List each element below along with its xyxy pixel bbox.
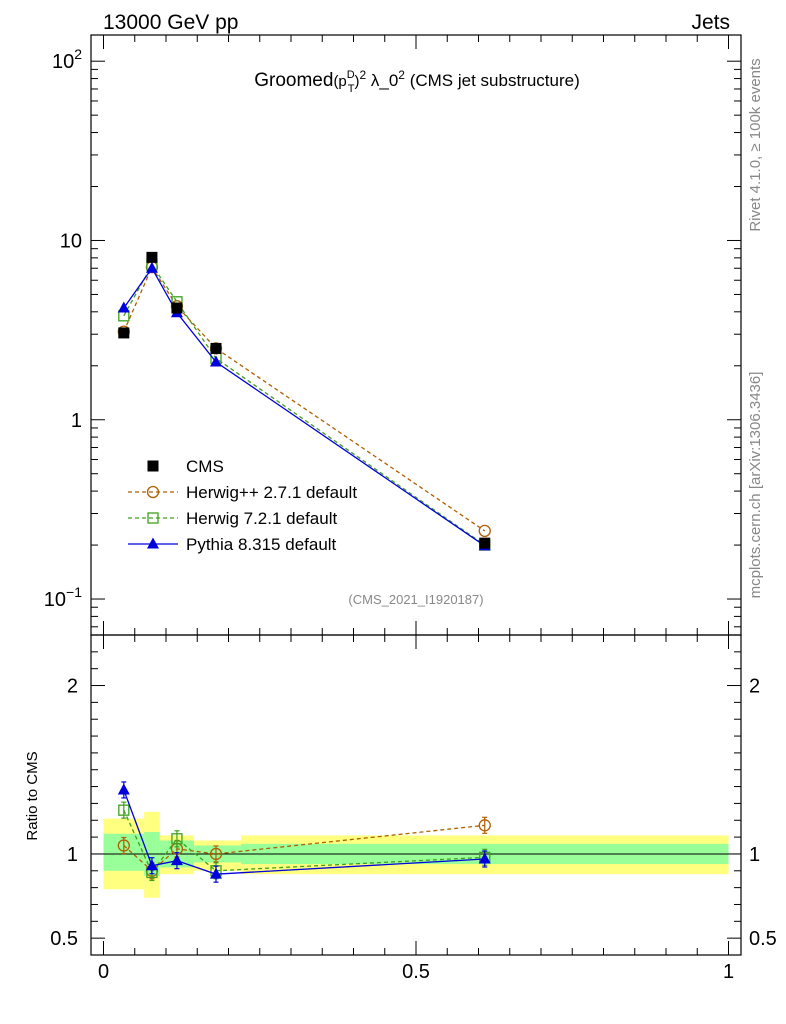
point-main-pythia-0 (117, 301, 130, 313)
title-sup-d: D (347, 69, 355, 81)
ytick-label-main-0: 10−1 (44, 584, 82, 611)
point-ratio-herwigpp-0 (117, 839, 130, 852)
line-ratio-herwig7 (123, 809, 485, 874)
legend-label-herwigpp: Herwig++ 2.7.1 default (186, 483, 357, 502)
analysis-id-label: (CMS_2021_I1920187) (348, 592, 483, 607)
title-middle: λ_0 (366, 71, 398, 90)
point-ratio-herwig7-2 (171, 833, 183, 845)
point-ratio-herwigpp-3 (209, 847, 223, 861)
legend-label-cms: CMS (186, 457, 224, 476)
title-suffix: (CMS jet substructure) (405, 71, 580, 90)
title-sup-2b: 2 (398, 68, 405, 82)
xtick-label-2: 1 (723, 961, 734, 983)
point-main-cms-3 (210, 342, 222, 354)
point-ratio-pythia-1 (145, 859, 158, 871)
ytick-label-ratio-right-0: 0.5 (749, 928, 777, 950)
series-group (117, 251, 491, 883)
ytick-base: 1 (71, 410, 82, 432)
point-main-pythia-3 (210, 355, 222, 367)
title-sub-t: T (348, 83, 355, 95)
ytick-label-main-1: 1 (71, 410, 82, 432)
title-sup-2: 2 (359, 68, 366, 82)
ratio-axis-label: Ratio to CMS (24, 751, 41, 840)
ytick-base: 10 (52, 51, 74, 73)
point-main-cms-1 (146, 251, 158, 263)
header-energy-label: 13000 GeV pp (103, 11, 238, 34)
ytick-label-main-2: 10 (60, 230, 82, 252)
ytick-label-ratio-left-0: 0.5 (50, 928, 78, 950)
ytick-base: 10 (44, 589, 66, 611)
plot-title: Groomed(pD T)2 λ_02 (CMS jet substructure… (254, 68, 580, 95)
point-main-cms-0 (118, 327, 130, 339)
line-main-herwigpp (123, 265, 486, 532)
rivet-version-label: Rivet 4.1.0, ≥ 100k events (747, 58, 764, 231)
ratio-panel-frame (90, 634, 742, 956)
point-ratio-pythia-3 (210, 867, 222, 879)
legend-marker-pythia (147, 537, 159, 549)
header-jets-label: Jets (691, 11, 730, 34)
ytick-base: 10 (60, 230, 82, 252)
title-prefix: Groomed (254, 70, 333, 91)
ytick-label-ratio-left-1: 1 (67, 844, 78, 866)
point-main-pythia-1 (145, 261, 158, 273)
point-main-cms-4 (479, 537, 491, 549)
point-ratio-pythia-2 (170, 854, 183, 866)
point-main-cms-2 (171, 302, 183, 314)
point-ratio-herwigpp-4 (478, 819, 491, 832)
title-close: ) (354, 73, 359, 90)
legend-label-pythia: Pythia 8.315 default (186, 535, 337, 554)
legend-marker-herwigpp (146, 485, 160, 499)
point-ratio-herwig7-0 (118, 804, 130, 816)
legend-marker-cms (147, 460, 159, 472)
ytick-label-main-3: 102 (52, 46, 82, 73)
ytick-exponent: 2 (74, 46, 82, 62)
ytick-label-ratio-left-2: 2 (67, 676, 78, 698)
legend-label-herwig7: Herwig 7.2.1 default (186, 509, 337, 528)
point-ratio-pythia-4 (478, 852, 491, 864)
xtick-label-1: 0.5 (402, 961, 430, 983)
point-main-herwigpp-4 (478, 524, 491, 538)
mcplots-label: mcplots.cern.ch [arXiv:1306.3436] (747, 372, 764, 599)
ytick-label-ratio-right-1: 1 (749, 844, 760, 866)
legend-marker-herwig7 (147, 512, 159, 524)
xtick-label-0: 0 (98, 961, 109, 983)
legend: CMS Herwig++ 2.7.1 default Herwig 7.2.1 de… (128, 457, 357, 554)
ytick-exponent: −1 (66, 584, 82, 600)
ytick-label-ratio-right-2: 2 (749, 676, 760, 698)
point-ratio-pythia-0 (117, 783, 130, 795)
title-p: (p (333, 73, 346, 90)
